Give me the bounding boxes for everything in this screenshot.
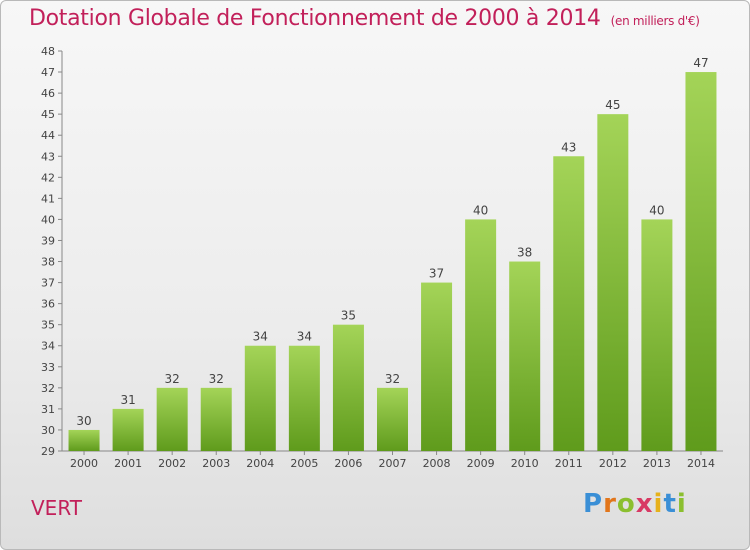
x-tick-label: 2000 (70, 457, 98, 470)
bar-value-label: 40 (649, 203, 664, 217)
y-tick-label: 44 (41, 129, 55, 142)
x-axis: 2000 2001 2002 2003 2004 2005 2006 2007 2008 2009… (62, 450, 723, 470)
logo-letter: i (676, 489, 687, 519)
bar (597, 114, 629, 451)
logo-letter: t (663, 489, 677, 519)
bar-value-label: 47 (693, 56, 708, 70)
logo-letter: P (583, 489, 604, 519)
logo-letter: i (653, 489, 664, 519)
bar (421, 282, 453, 451)
y-tick-label: 29 (41, 445, 55, 458)
bar (68, 429, 100, 451)
bar-value-label: 32 (209, 372, 224, 386)
y-tick-label: 30 (41, 424, 55, 437)
x-tick-label: 2012 (599, 457, 627, 470)
x-tick-label: 2014 (687, 457, 715, 470)
x-tick-label: 2004 (246, 457, 274, 470)
bar-value-label: 45 (605, 98, 620, 112)
y-tick-label: 43 (41, 150, 55, 163)
value-labels: 30 31 32 32 34 34 35 32 37 40 38 43 45 40 47 (76, 56, 708, 428)
y-tick-label: 42 (41, 171, 55, 184)
x-tick-label: 2007 (379, 457, 407, 470)
y-tick-label: 34 (41, 340, 55, 353)
chart-unit: (en milliers d'€) (610, 14, 700, 28)
x-tick-label: 2005 (290, 457, 318, 470)
x-tick-label: 2006 (334, 457, 362, 470)
x-tick-label: 2002 (158, 457, 186, 470)
bar (332, 324, 364, 451)
bar (112, 408, 144, 451)
y-tick-label: 38 (41, 256, 55, 269)
y-tick-label: 41 (41, 192, 55, 205)
bars (68, 72, 717, 451)
x-tick-label: 2009 (467, 457, 495, 470)
place-label: VERT (31, 496, 82, 520)
bar-value-label: 32 (165, 372, 180, 386)
bar (244, 345, 276, 451)
bar-value-label: 38 (517, 246, 532, 260)
y-tick-label: 36 (41, 298, 55, 311)
bar (288, 345, 320, 451)
y-tick-label: 33 (41, 361, 55, 374)
y-tick-label: 45 (41, 108, 55, 121)
bar (553, 156, 585, 451)
logo-letter: x (635, 489, 654, 519)
y-tick-label: 40 (41, 213, 55, 226)
bar (200, 387, 232, 451)
bar (465, 219, 497, 451)
x-tick-label: 2008 (423, 457, 451, 470)
bar (509, 261, 541, 451)
bar-value-label: 32 (385, 372, 400, 386)
bar-value-label: 43 (561, 140, 576, 154)
y-tick-label: 39 (41, 234, 55, 247)
chart-title: Dotation Globale de Fonctionnement de 20… (29, 6, 700, 31)
bar-value-label: 30 (76, 414, 91, 428)
logo-letter: r (603, 489, 617, 519)
y-tick-label: 32 (41, 382, 55, 395)
x-tick-label: 2001 (114, 457, 142, 470)
y-tick-label: 31 (41, 403, 55, 416)
y-tick-label: 46 (41, 87, 55, 100)
bar-value-label: 40 (473, 203, 488, 217)
bar-value-label: 37 (429, 267, 444, 281)
logo-letter: o (616, 489, 636, 519)
x-tick-label: 2003 (202, 457, 230, 470)
chart-title-text: Dotation Globale de Fonctionnement de 20… (29, 6, 601, 31)
bar-value-label: 35 (341, 309, 356, 323)
y-axis: 29 30 31 32 33 34 35 36 37 38 39 40 41 42 43 44 45 46 47 48 (41, 45, 63, 458)
y-tick-label: 35 (41, 319, 55, 332)
bar (156, 387, 188, 451)
bar (685, 72, 717, 451)
bar (641, 219, 673, 451)
proxiti-logo: Proxiti (583, 489, 687, 519)
bar (377, 387, 408, 451)
bar-value-label: 34 (297, 330, 312, 344)
y-tick-label: 48 (41, 45, 55, 58)
bar-value-label: 31 (120, 393, 135, 407)
x-tick-label: 2010 (511, 457, 539, 470)
bar-value-label: 34 (253, 330, 268, 344)
x-tick-label: 2011 (555, 457, 583, 470)
y-tick-label: 47 (41, 66, 55, 79)
x-tick-label: 2013 (643, 457, 671, 470)
y-tick-label: 37 (41, 277, 55, 290)
